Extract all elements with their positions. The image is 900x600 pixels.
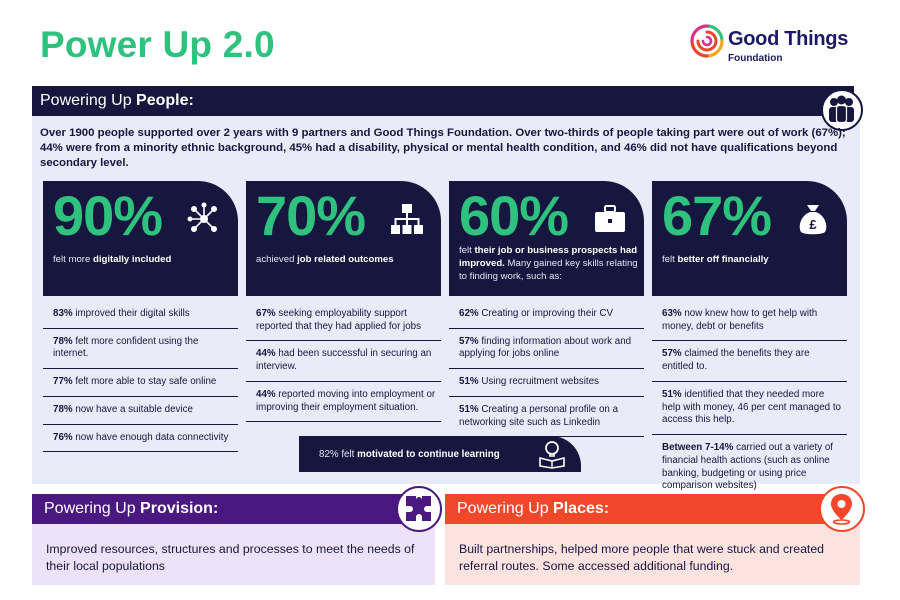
stat-percent: 67% [662, 184, 772, 247]
provision-panel [32, 523, 435, 585]
outcome-list-prospects: 62% Creating or improving their CV 57% f… [449, 303, 644, 439]
outcome-list-financial: 63% now knew how to get help with money,… [652, 303, 847, 502]
svg-text:£: £ [809, 217, 817, 232]
stat-percent: 70% [256, 184, 366, 247]
stat-description: felt more digitally included [53, 254, 172, 265]
list-item: 44% had been successful in securing an i… [246, 343, 441, 382]
digital-network-icon [187, 202, 217, 232]
list-item: 77% felt more able to stay safe online [43, 371, 238, 397]
stat-percent: 90% [53, 184, 163, 247]
provision-heading: Powering Up Provision: [44, 500, 219, 517]
stat-card-digital: 90% felt more digitally included [43, 181, 238, 296]
stat-card-jobs: 70% achieved job related outcomes [246, 181, 441, 296]
people-group-icon [821, 89, 863, 131]
places-panel [445, 523, 860, 585]
stat-percent: 60% [459, 184, 569, 247]
logo-name: Good Things [728, 28, 849, 50]
list-item: 78% now have a suitable device [43, 399, 238, 425]
places-body: Built partnerships, helped more people t… [459, 542, 825, 573]
list-item: 83% improved their digital skills [43, 303, 238, 329]
learning-text: 82% felt motivated to continue learning [319, 449, 500, 460]
map-pin-icon [819, 486, 865, 532]
list-item: 62% Creating or improving their CV [449, 303, 644, 329]
list-item: 44% reported moving into employment or i… [246, 384, 441, 423]
list-item: 57% claimed the benefits they are entitl… [652, 343, 847, 382]
list-item: 51% identified that they needed more hel… [652, 384, 847, 436]
list-item: 67% seeking employability support report… [246, 303, 441, 342]
people-intro: Over 1900 people supported over 2 years … [40, 127, 846, 170]
stat-description: achieved job related outcomes [256, 254, 394, 265]
stat-description: felt their job or business prospects had… [459, 245, 638, 282]
list-item: 63% now knew how to get help with money,… [652, 303, 847, 342]
briefcase-icon [595, 205, 625, 232]
learning-callout: 82% felt motivated to continue learning [299, 436, 581, 472]
list-item: 78% felt more confident using the intern… [43, 331, 238, 370]
list-item: 76% now have enough data connectivity [43, 427, 238, 453]
logo-subtitle: Foundation [728, 53, 783, 64]
stat-card-financial: 67% £ felt better off financially [652, 181, 847, 296]
lightbulb-book-icon [539, 441, 565, 469]
list-item: 57% finding information about work and a… [449, 331, 644, 370]
people-heading: Powering Up People: [40, 92, 194, 109]
puzzle-icon [396, 486, 442, 532]
list-item: 51% Using recruitment websites [449, 371, 644, 397]
page-title: Power Up 2.0 [40, 24, 275, 65]
stat-card-prospects: 60% felt their job or business prospects… [449, 181, 644, 296]
outcome-list-jobs: 67% seeking employability support report… [246, 303, 441, 424]
places-heading-bar: Powering Up Places: [445, 494, 855, 524]
list-item: Between 7-14% carried out a variety of f… [662, 442, 833, 492]
provision-heading-bar: Powering Up Provision: [32, 494, 430, 524]
brand-logo: Good Things Foundation [690, 24, 870, 68]
provision-body: Improved resources, structures and proce… [46, 542, 415, 573]
outcome-list-digital: 83% improved their digital skills 78% fe… [43, 303, 238, 454]
people-heading-bar: Powering Up People: [32, 86, 854, 116]
places-heading: Powering Up Places: [457, 500, 610, 517]
spiral-logo-icon [690, 24, 724, 58]
stat-description: felt better off financially [662, 254, 769, 265]
list-item: 51% Creating a personal profile on a net… [449, 399, 644, 438]
org-chart-icon [391, 204, 423, 234]
people-panel [32, 114, 860, 484]
money-bag-icon: £ [799, 205, 827, 235]
